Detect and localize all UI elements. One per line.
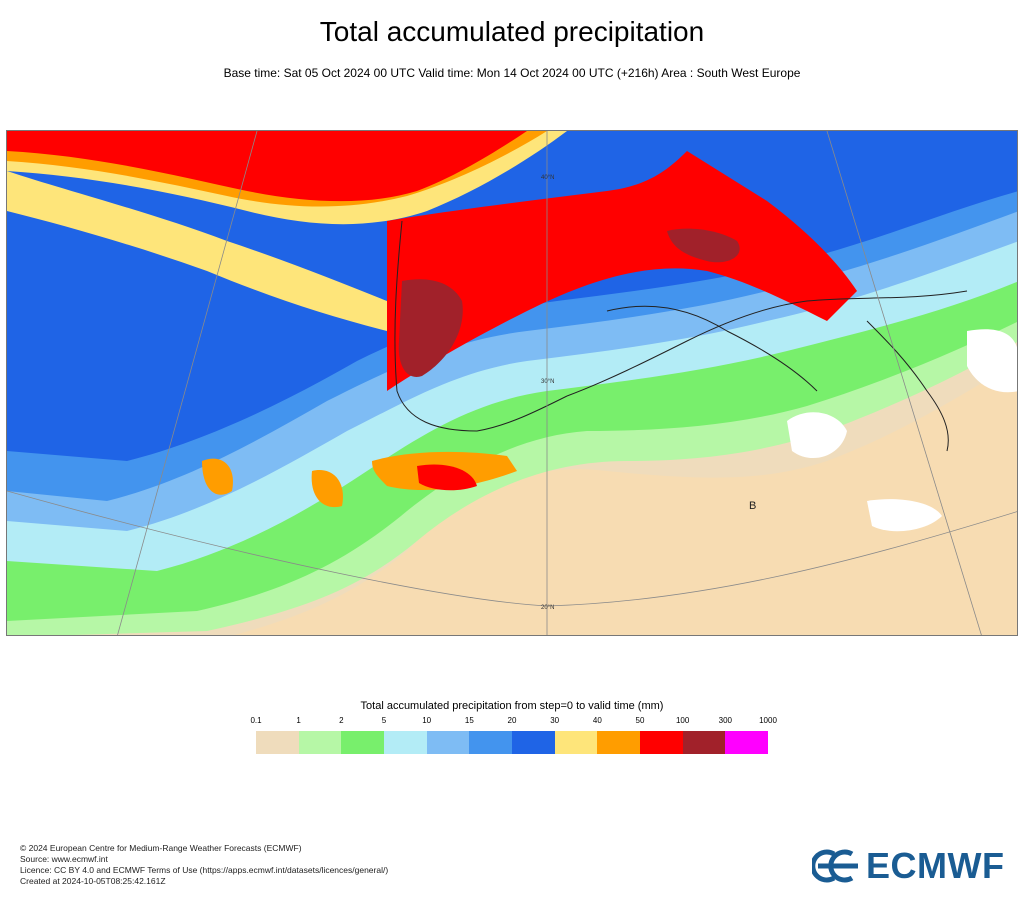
- coastline-north-africa: [566, 290, 968, 397]
- footer-created: Created at 2024-10-05T08:25:42.161Z: [20, 876, 166, 886]
- coastline-italy: [606, 305, 818, 392]
- coastlines: [394, 220, 968, 452]
- legend-tick-label: 20: [507, 716, 517, 725]
- lat-label-40n: 40°N: [541, 175, 554, 181]
- legend-swatch: [512, 731, 555, 754]
- chart-subtitle: Base time: Sat 05 Oct 2024 00 UTC Valid …: [223, 66, 801, 80]
- coastline-balkans: [866, 320, 949, 452]
- legend-ticks: 0.1 1 2 5 10 15 20 30 40 50 100 300 1000: [250, 716, 776, 728]
- legend-colorbar: [256, 731, 769, 754]
- legend-tick-label: 1000: [759, 716, 777, 725]
- legend-swatch: [426, 731, 470, 754]
- dry-patch-1: [787, 412, 847, 459]
- lat-label-30n: 30°N: [541, 379, 554, 385]
- legend-swatch: [640, 731, 683, 754]
- legend-title: Total accumulated precipitation from ste…: [360, 700, 664, 712]
- coastline-iberia: [394, 220, 568, 432]
- legend-tick-label: 100: [675, 716, 690, 725]
- legend-swatch: [469, 731, 513, 754]
- footer-source: Source: www.ecmwf.int: [20, 854, 108, 864]
- dry-patch-3: [967, 329, 1017, 393]
- legend-swatch: [298, 731, 342, 754]
- legend-tick-label: 5: [381, 716, 387, 725]
- footer-licence: Licence: CC BY 4.0 and ECMWF Terms of Us…: [20, 865, 389, 875]
- precip-band-50: [7, 131, 527, 202]
- dry-patch-2: [867, 499, 942, 532]
- legend-swatch: [341, 731, 385, 754]
- ecmwf-logo-text: ECMWF: [866, 845, 1005, 886]
- legend-tick-label: 50: [635, 716, 645, 725]
- legend-tick-label: 30: [550, 716, 560, 725]
- legend-swatch: [384, 731, 427, 754]
- legend-tick-label: 0.1: [250, 716, 262, 725]
- lat-label-20n: 20°N: [541, 605, 554, 611]
- graticule-meridian-east: [826, 131, 982, 635]
- precip-band-100-east: [667, 228, 740, 263]
- legend-swatch: [256, 731, 299, 754]
- legend-tick-label: 300: [718, 716, 733, 725]
- precip-cell-atlantic-2: [311, 470, 343, 508]
- precip-cell-morocco-core: [417, 464, 477, 491]
- legend-tick-label: 40: [592, 716, 602, 725]
- precip-band-30: [7, 171, 387, 331]
- precip-cell-atlantic-1: [202, 458, 233, 495]
- map-marker-letter: B: [749, 500, 756, 512]
- precip-band-100: [398, 279, 463, 377]
- legend-tick-label: 10: [422, 716, 432, 725]
- lat-labels: 40°N 30°N 20°N: [541, 175, 554, 611]
- graticule-meridian-west: [117, 131, 258, 635]
- legend-swatch: [725, 731, 769, 754]
- footer-credits: © 2024 European Centre for Medium-Range …: [20, 843, 388, 887]
- ecmwf-logo: ECMWF: [812, 846, 1008, 886]
- map-canvas: 40°N 30°N 20°N B: [7, 131, 1017, 635]
- legend-tick-label: 1: [296, 716, 301, 725]
- precip-core-iberia-med: [387, 151, 857, 391]
- footer-copyright: © 2024 European Centre for Medium-Range …: [20, 843, 302, 853]
- legend-swatch: [597, 731, 641, 754]
- precipitation-map: 40°N 30°N 20°N B: [6, 130, 1018, 636]
- graticule: [7, 131, 1017, 635]
- legend-tick-label: 15: [464, 716, 474, 725]
- legend-swatch: [682, 731, 726, 754]
- logo-arc-outer: [812, 849, 836, 883]
- legend-swatch: [554, 731, 598, 754]
- legend-tick-label: 2: [339, 716, 344, 725]
- ecmwf-logo-mark: [812, 849, 858, 883]
- chart-title: Total accumulated precipitation: [319, 16, 705, 47]
